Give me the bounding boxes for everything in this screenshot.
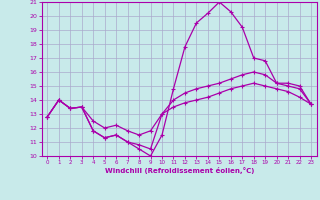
X-axis label: Windchill (Refroidissement éolien,°C): Windchill (Refroidissement éolien,°C)	[105, 167, 254, 174]
